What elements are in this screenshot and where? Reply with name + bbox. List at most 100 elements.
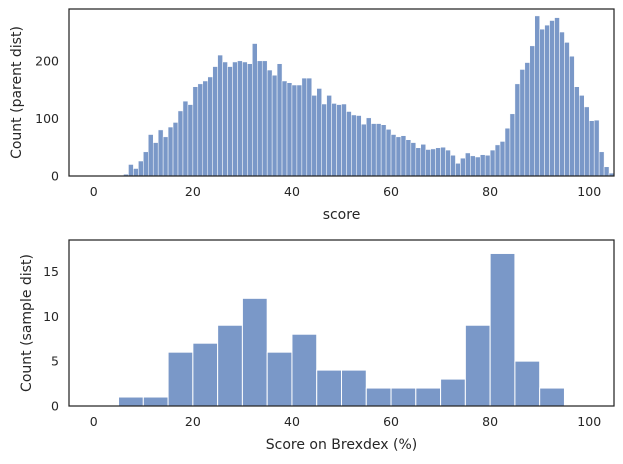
sample-y-tick-label: 5: [51, 354, 59, 369]
parent-bar: [321, 103, 327, 177]
parent-bar: [569, 55, 575, 177]
parent-bar: [554, 17, 560, 177]
parent-bar: [177, 110, 184, 177]
sample-bar: [390, 387, 417, 407]
parent-bar: [484, 155, 491, 177]
parent-bar: [222, 61, 228, 177]
parent-bar: [494, 144, 501, 177]
parent-x-tick-label: 60: [383, 184, 399, 199]
sample-x-tick-label: 80: [482, 414, 498, 429]
parent-bar: [405, 139, 412, 177]
parent-bar: [445, 149, 451, 177]
parent-y-axis-label: Count (parent dist): [9, 26, 25, 159]
parent-bar: [252, 43, 258, 177]
parent-bar: [286, 82, 293, 177]
parent-bar: [167, 126, 174, 177]
parent-bar: [217, 54, 223, 177]
sample-bar: [291, 333, 318, 407]
parent-bar: [266, 69, 273, 177]
sample-bar: [241, 297, 268, 407]
parent-bar: [331, 103, 337, 177]
parent-bar: [475, 156, 481, 177]
parent-x-axis-label: score: [323, 207, 361, 223]
parent-bar: [410, 142, 417, 177]
parent-y-tick-label: 200: [35, 53, 59, 68]
parent-bar: [534, 15, 540, 177]
parent-bar: [435, 147, 441, 177]
parent-x-tick-label: 100: [577, 184, 601, 199]
sample-x-tick-label: 20: [185, 414, 201, 429]
parent-bar: [375, 123, 382, 177]
parent-bar: [361, 123, 367, 177]
parent-x-tick-label: 40: [284, 184, 300, 199]
parent-bar: [271, 74, 278, 177]
parent-bar: [514, 83, 521, 177]
parent-bar: [291, 84, 298, 177]
parent-bar: [301, 77, 308, 177]
parent-bar: [157, 129, 164, 177]
parent-bar: [544, 24, 550, 177]
parent-bar: [593, 119, 600, 177]
parent-bar: [415, 147, 422, 177]
sample-x-tick-label: 60: [383, 414, 399, 429]
sample-bar: [142, 396, 169, 407]
parent-bar: [420, 144, 426, 177]
parent-bar: [524, 62, 531, 177]
parent-bar: [197, 83, 204, 177]
parent-bar: [529, 45, 535, 177]
parent-bar: [455, 163, 461, 177]
parent-bar: [460, 157, 466, 177]
parent-bar: [281, 80, 288, 177]
parent-bar: [128, 164, 134, 177]
parent-bars: [123, 15, 615, 177]
sample-bar: [415, 387, 442, 407]
sample-bar: [217, 324, 243, 407]
sample-x-axis-label: Score on Brexdex (%): [266, 437, 417, 453]
parent-bar: [138, 160, 144, 177]
parent-bar: [148, 134, 154, 177]
sample-bars: [118, 252, 565, 407]
parent-bar: [242, 61, 248, 177]
parent-bar: [440, 146, 446, 177]
parent-bar: [479, 154, 486, 177]
parent-bar: [549, 20, 555, 177]
sample-y-axis-label: Count (sample dist): [19, 254, 35, 392]
parent-bar: [380, 124, 387, 177]
sample-bar: [316, 369, 342, 407]
parent-bar: [579, 95, 585, 177]
parent-bar: [470, 155, 476, 177]
parent-bar: [257, 60, 263, 177]
parent-histogram-panel: 0 20 40 60 80 100 0 100 200 score Count (parent di…: [9, 8, 615, 223]
parent-bar: [356, 115, 362, 177]
parent-bar: [425, 149, 431, 177]
parent-bar: [519, 69, 526, 177]
parent-bar: [192, 86, 199, 177]
parent-bar: [306, 77, 313, 177]
sample-bar: [192, 342, 219, 407]
parent-bar: [370, 123, 377, 177]
sample-bar: [341, 369, 367, 407]
sample-histogram-panel: 0 20 40 60 80 100 0 5 10 15 Score on Brexdex (%) Co…: [19, 239, 615, 453]
parent-x-tick-label: 80: [482, 184, 498, 199]
parent-bar: [202, 80, 208, 177]
sample-bar: [167, 351, 194, 407]
sample-y-tick-label: 0: [51, 399, 59, 414]
parent-bar: [346, 111, 352, 177]
parent-bar: [276, 63, 283, 177]
sample-bar: [464, 324, 491, 407]
parent-x-tick-label: 0: [90, 184, 98, 199]
parent-bar: [465, 152, 471, 177]
parent-bar: [489, 149, 496, 177]
sample-bar: [539, 387, 565, 407]
parent-bar: [430, 148, 436, 177]
parent-bar: [172, 122, 179, 177]
parent-bar: [351, 114, 357, 177]
sample-x-tick-label: 100: [577, 414, 601, 429]
parent-bar: [227, 66, 233, 177]
parent-bar: [133, 168, 139, 177]
parent-bar: [499, 141, 506, 177]
parent-y-tick-label: 0: [51, 169, 59, 184]
parent-bar: [509, 113, 516, 177]
sample-bar: [514, 360, 541, 407]
